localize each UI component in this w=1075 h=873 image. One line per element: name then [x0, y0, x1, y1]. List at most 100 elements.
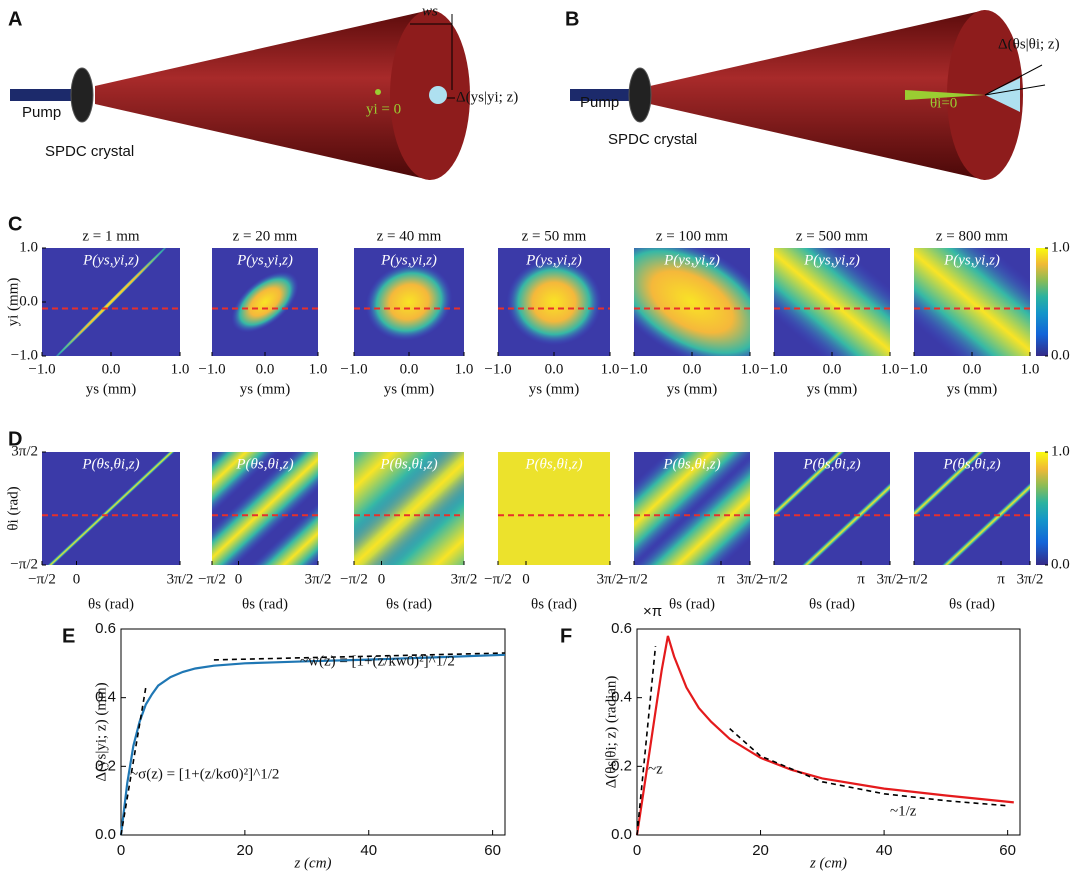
- x-tick-label: 3π/2: [305, 571, 332, 587]
- x-axis-label: ys (mm): [947, 381, 997, 397]
- width-label: ws: [422, 3, 438, 19]
- y-tick-label: 3π/2: [11, 443, 38, 459]
- panel-a: A Pump SPDC crystal ws yi = 0 Δ(ys|yi; z…: [8, 3, 518, 180]
- y-tick-label: 0.0: [611, 826, 632, 843]
- map-label: P(θs,θi,z): [81, 456, 139, 472]
- heatmap: [212, 452, 318, 565]
- y-tick-label: 0.6: [611, 620, 632, 637]
- data-line: [119, 653, 506, 836]
- y-unit: ×π: [643, 603, 662, 620]
- x-tick-label: 0: [117, 842, 125, 859]
- intensity: [231, 271, 299, 333]
- x-tick-label: −π/2: [760, 571, 788, 587]
- x-tick-label: 3π/2: [877, 571, 904, 587]
- y-axis-label: Δ(θs|θi; z) (radian): [603, 676, 619, 789]
- x-tick-label: −π/2: [340, 571, 368, 587]
- y-tick-label: −π/2: [10, 556, 38, 572]
- plot-title: z = 1 mm: [82, 228, 140, 244]
- panel-letter: D: [8, 428, 22, 450]
- x-tick-label: 0: [73, 571, 81, 587]
- intensity-band: [634, 452, 750, 565]
- heatmap: [354, 452, 464, 565]
- heatmap: [212, 248, 318, 356]
- heatmap: [498, 452, 610, 565]
- x-axis-label: θs (rad): [88, 596, 134, 612]
- x-tick-label: 3π/2: [451, 571, 478, 587]
- x-tick-label: π: [857, 571, 865, 587]
- x-tick-label: −1.0: [198, 361, 225, 377]
- x-tick-label: 3π/2: [167, 571, 194, 587]
- x-tick-label: 0.0: [102, 361, 121, 377]
- map-label: P(θs,θi,z): [802, 456, 860, 472]
- intensity: [365, 263, 453, 341]
- intensity-band: [774, 248, 890, 356]
- crystal-label: SPDC crystal: [45, 143, 134, 160]
- x-axis-label: θs (rad): [949, 596, 995, 612]
- x-axis-label: ys (mm): [384, 381, 434, 397]
- x-tick-label: 0.0: [963, 361, 982, 377]
- panel-letter: A: [8, 8, 22, 30]
- center-label: θi=0: [930, 95, 957, 111]
- x-tick-label: −π/2: [620, 571, 648, 587]
- x-tick-label: 20: [237, 842, 254, 859]
- cone: [650, 10, 985, 180]
- x-tick-label: −π/2: [484, 571, 512, 587]
- map-label: P(ys,yi,z): [525, 252, 582, 268]
- map-label: P(ys,yi,z): [943, 252, 1000, 268]
- y-tick-label: 0.2: [611, 757, 632, 774]
- arrow: [984, 84, 1046, 96]
- x-tick-label: −1.0: [620, 361, 647, 377]
- colorbar: [1036, 452, 1048, 565]
- heatmap: [634, 452, 750, 565]
- colorbar-tick-label: 0.0: [1051, 347, 1070, 363]
- x-tick-label: 1.0: [1021, 361, 1040, 377]
- intensity: [634, 248, 750, 356]
- panel-letter: C: [8, 213, 22, 235]
- y-tick-label: 0.4: [95, 689, 116, 706]
- guide-line: [729, 728, 1008, 807]
- x-tick-label: 40: [876, 842, 893, 859]
- x-tick-label: 0: [522, 571, 530, 587]
- x-tick-label: 60: [484, 842, 501, 859]
- x-axis-label: ys (mm): [667, 381, 717, 397]
- x-tick-label: 1.0: [171, 361, 190, 377]
- y-tick-label: 1.0: [19, 239, 38, 255]
- annotation: ~z: [648, 761, 663, 777]
- intensity-band: [914, 248, 1030, 356]
- x-axis-label: θs (rad): [242, 596, 288, 612]
- x-tick-label: 3π/2: [1017, 571, 1044, 587]
- heatmap: [42, 452, 180, 565]
- x-tick-label: 0: [378, 571, 386, 587]
- x-tick-label: −1.0: [28, 361, 55, 377]
- x-tick-label: 1.0: [601, 361, 620, 377]
- map-label: P(ys,yi,z): [663, 252, 720, 268]
- heatmap: [42, 248, 180, 356]
- x-tick-label: −1.0: [760, 361, 787, 377]
- colorbar-tick-label: 1.0: [1051, 443, 1070, 459]
- intensity-band: [634, 452, 750, 565]
- x-tick-label: 1.0: [455, 361, 474, 377]
- colorbar: [1036, 248, 1048, 356]
- y-tick-label: 0.0: [19, 293, 38, 309]
- guide-line: [636, 646, 657, 836]
- heatmap: [774, 248, 890, 356]
- crystal: [70, 67, 94, 123]
- pump-beam: [570, 89, 645, 101]
- intensity-band: [212, 452, 318, 565]
- heatmap: [634, 248, 750, 356]
- map-label: P(θs,θi,z): [379, 456, 437, 472]
- plot-title: z = 50 mm: [522, 228, 587, 244]
- heatmap: [914, 452, 1030, 565]
- delta-label: Δ(ys|yi; z): [456, 89, 518, 105]
- y-tick-label: 0.6: [95, 620, 116, 637]
- map-label: P(ys,yi,z): [82, 252, 139, 268]
- spot: [429, 86, 447, 104]
- x-tick-label: 40: [360, 842, 377, 859]
- intensity-band: [774, 452, 890, 565]
- pump-label: Pump: [22, 104, 61, 121]
- colorbar-tick-label: 1.0: [1051, 239, 1070, 255]
- intensity: [506, 258, 602, 346]
- x-tick-label: 3π/2: [737, 571, 764, 587]
- pump-beam: [10, 89, 85, 101]
